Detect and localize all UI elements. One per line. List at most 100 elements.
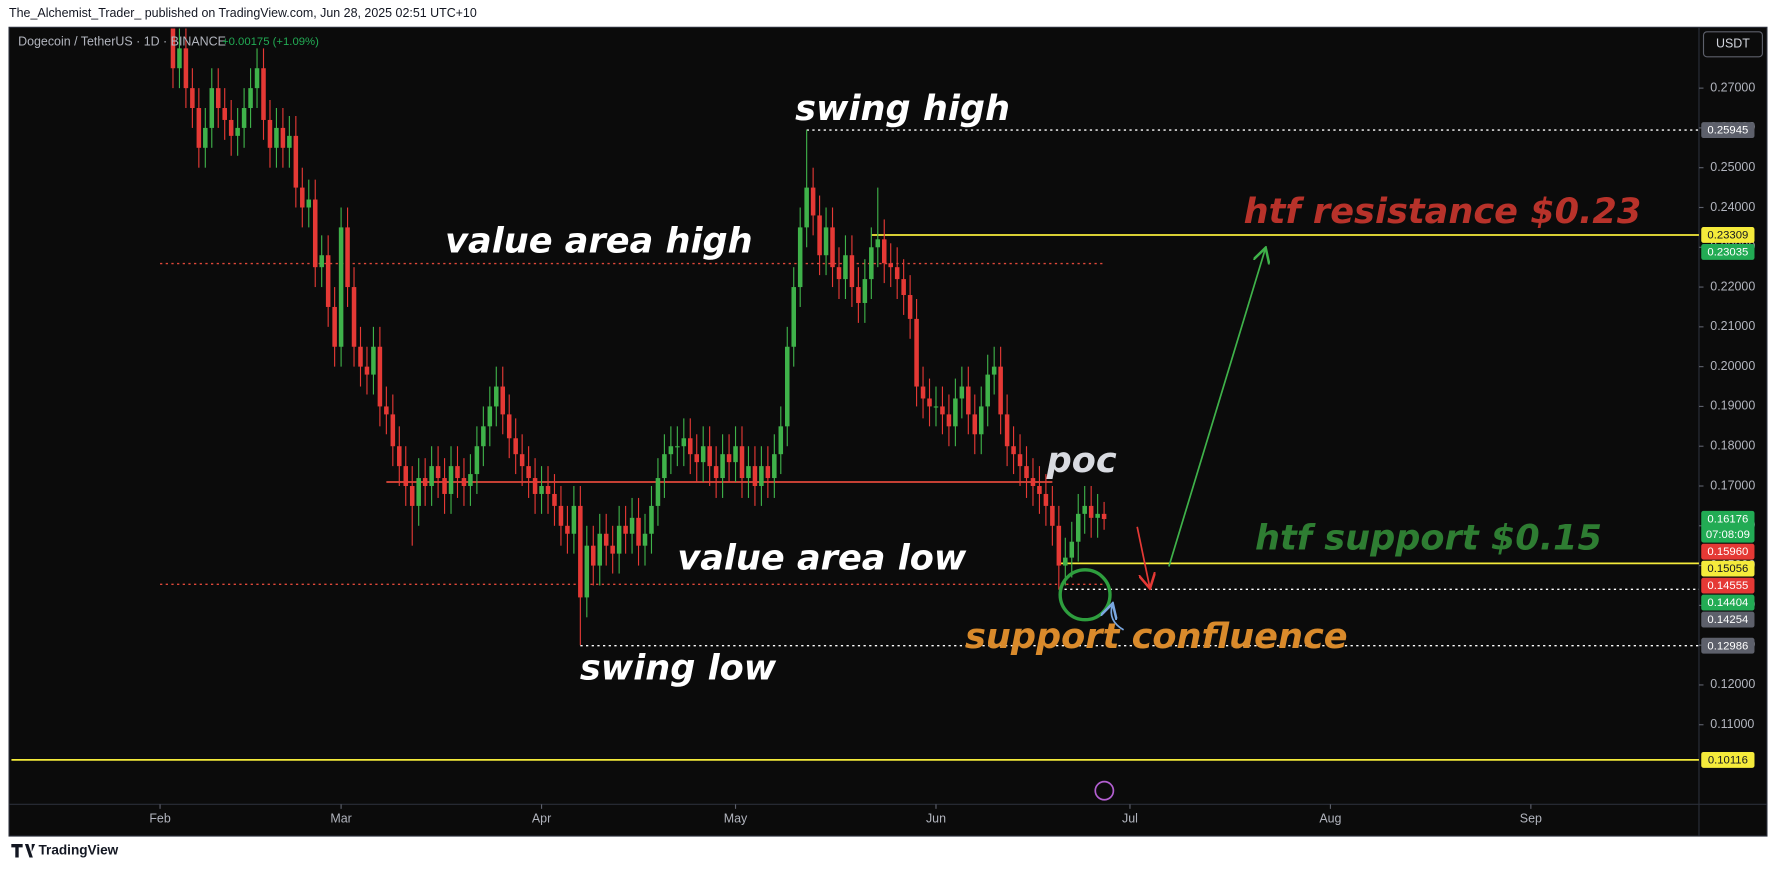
currency-label[interactable]: USDT — [1716, 37, 1750, 51]
candle-body — [823, 227, 829, 256]
currency-button[interactable] — [1702, 31, 1763, 58]
candle-body — [933, 406, 939, 408]
candle-body — [591, 545, 596, 566]
price-label: 0.23035 — [1707, 247, 1748, 259]
candle-body — [836, 267, 842, 280]
candle-body — [241, 108, 247, 128]
annotation: support confluence — [965, 616, 1348, 657]
candle-body — [603, 533, 609, 546]
candle-body — [765, 466, 771, 479]
candle-body — [1101, 513, 1107, 520]
candle-body — [623, 525, 628, 534]
candle-body — [985, 374, 990, 407]
candle-body — [448, 466, 454, 494]
price-label: 0.10116 — [1708, 754, 1748, 766]
candle-body — [966, 386, 971, 415]
candle-body — [1043, 493, 1049, 506]
y-tick-label: 0.18000 — [1710, 438, 1755, 452]
candle-body — [778, 426, 784, 455]
candle-body — [649, 505, 654, 534]
candle-body — [254, 68, 260, 89]
candle-body — [843, 255, 848, 280]
candle-body — [940, 406, 945, 415]
candle-body — [1056, 525, 1062, 566]
y-tick-label: 0.19000 — [1710, 399, 1755, 413]
price-label: 0.12986 — [1707, 640, 1748, 652]
candle-body — [325, 255, 331, 307]
price-label: 0.16176 — [1707, 513, 1748, 525]
candle-body — [261, 68, 266, 120]
candle-body — [287, 135, 292, 148]
candle-body — [526, 466, 531, 479]
candle-body — [991, 366, 997, 375]
candle-body — [772, 454, 777, 479]
candle-body — [519, 454, 525, 467]
candle-body — [953, 398, 958, 427]
candle-body — [235, 127, 240, 136]
annotation: swing low — [580, 648, 777, 689]
candle-body — [293, 135, 299, 188]
x-tick-label: Aug — [1319, 811, 1341, 825]
candle-body — [784, 346, 790, 427]
candle-body — [209, 88, 215, 128]
annotation: value area low — [677, 538, 967, 579]
candle-body — [332, 306, 337, 347]
symbol-title: Dogecoin / TetherUS · 1D · BINANCE — [18, 34, 226, 48]
annotation: htf resistance $0.23 — [1244, 191, 1642, 232]
candle-body — [642, 533, 648, 546]
x-tick-label: Apr — [532, 811, 551, 825]
candle-body — [1069, 541, 1075, 558]
candle-body — [804, 187, 809, 228]
candle-body — [739, 446, 745, 479]
candle-body — [442, 478, 447, 494]
pointer-arrow — [1111, 605, 1125, 631]
candle-body — [487, 406, 493, 427]
price-label-box — [1701, 244, 1755, 260]
candle-body — [435, 466, 441, 479]
candle-body — [494, 386, 499, 407]
candle-body — [552, 493, 557, 506]
candle-body — [248, 88, 253, 109]
candle-body — [461, 478, 467, 487]
y-tick-label: 0.17000 — [1710, 478, 1755, 492]
candle-body — [616, 525, 622, 554]
price-label-box — [1701, 543, 1755, 560]
y-tick-label: 0.11000 — [1710, 717, 1754, 731]
candle-body — [797, 227, 803, 288]
candle-body — [810, 187, 816, 216]
alert-icon — [1094, 780, 1115, 801]
plot-area — [11, 28, 1699, 761]
price-label-box — [1701, 560, 1755, 577]
candle-body — [228, 119, 234, 136]
candle-body — [481, 426, 486, 447]
x-tick-label: Jul — [1122, 811, 1138, 825]
candle-body — [377, 346, 383, 407]
price-label-box — [1701, 122, 1755, 139]
candle-body — [358, 346, 363, 367]
candle-body — [177, 48, 182, 69]
candle-body — [920, 386, 926, 399]
candle-body — [655, 478, 661, 506]
y-tick-label: 0.12000 — [1710, 677, 1755, 691]
candle-body — [752, 466, 758, 487]
candle-body — [888, 263, 893, 268]
confluence-circle — [1058, 568, 1112, 622]
candle-body — [1063, 557, 1068, 566]
candle-body — [636, 517, 641, 546]
candle-body — [416, 478, 421, 506]
candle-body — [946, 414, 952, 427]
y-tick-label: 0.25000 — [1710, 160, 1755, 174]
candle-body — [170, 28, 176, 69]
candle-body — [422, 478, 428, 487]
candle-body — [215, 88, 221, 109]
candle-body — [668, 446, 674, 455]
candle-body — [403, 466, 409, 487]
price-label-box — [1701, 577, 1755, 594]
attribution: The_Alchemist_Trader_ published on Tradi… — [9, 6, 477, 20]
price-label-box — [1701, 227, 1755, 243]
candle-body — [506, 414, 512, 439]
price-label: 0.14555 — [1707, 580, 1748, 592]
brand-logo — [11, 843, 36, 858]
candle-body — [927, 398, 932, 407]
